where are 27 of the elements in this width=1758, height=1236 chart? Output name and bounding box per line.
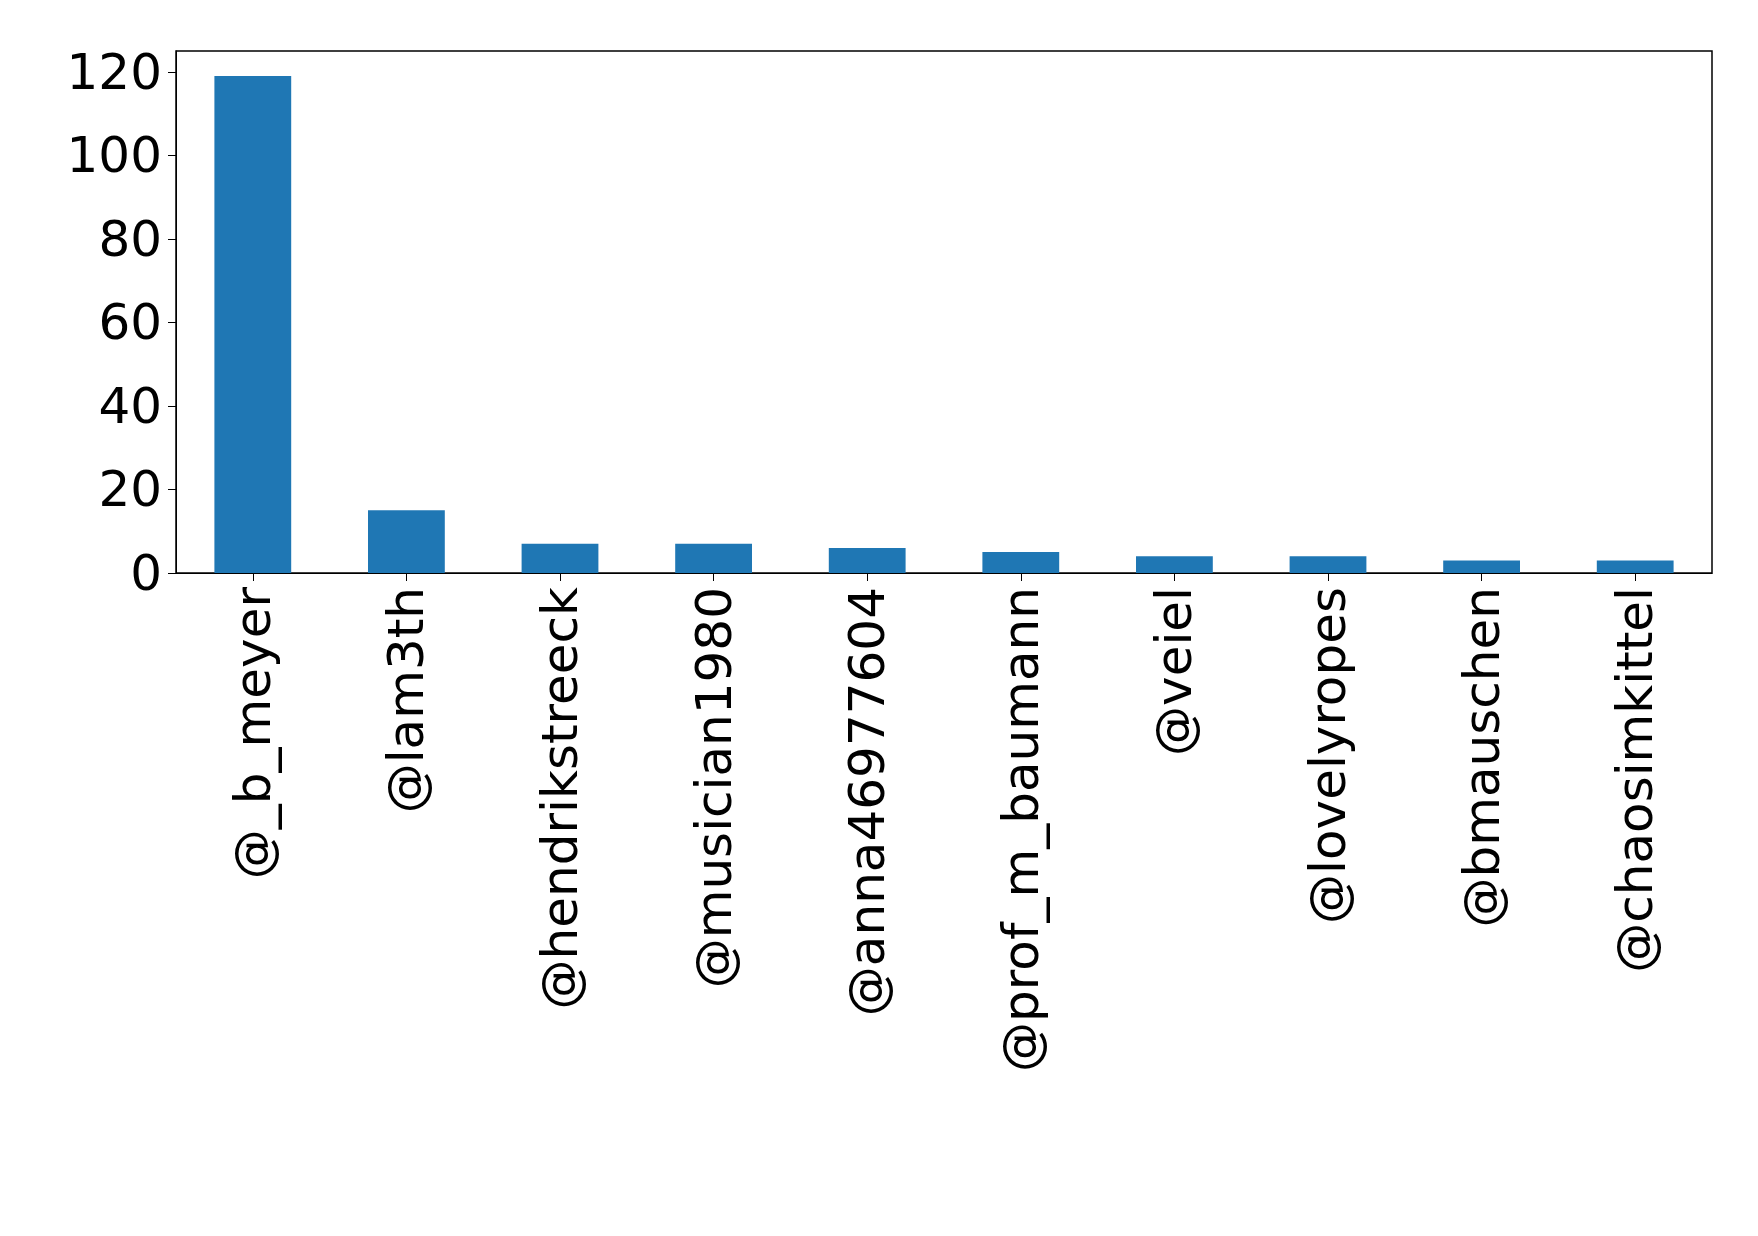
x-tick-label: @_b_meyer <box>223 586 282 880</box>
bar <box>368 510 445 573</box>
bar <box>521 543 599 573</box>
y-tick-label: 60 <box>98 293 162 352</box>
bar <box>214 76 292 573</box>
y-tick-label: 20 <box>98 460 162 519</box>
x-tick-label: @chaosimkittel <box>1606 587 1665 973</box>
y-tick-label: 80 <box>98 209 162 268</box>
x-tick-label: @hendrikstreeck <box>531 586 589 1010</box>
y-tick-label: 0 <box>130 544 162 602</box>
x-tick-label: @prof_m_baumann <box>991 587 1050 1072</box>
y-tick-label: 120 <box>66 42 162 101</box>
x-tick-label: @bmauschen <box>1452 587 1511 928</box>
bar <box>982 552 1060 573</box>
x-tick-label: @lam3th <box>377 587 436 814</box>
bar <box>1596 560 1674 573</box>
y-tick-label: 100 <box>66 126 162 185</box>
bar <box>1289 556 1367 573</box>
x-tick-label: @lovelyropes <box>1299 587 1357 924</box>
bar <box>828 547 906 573</box>
bar <box>1136 556 1213 573</box>
bar <box>675 543 752 573</box>
x-tick-label: @veiel <box>1145 587 1204 756</box>
x-tick-label: @musician1980 <box>684 587 743 989</box>
bar <box>1443 560 1520 573</box>
x-tick-label: @anna46977604 <box>838 587 897 1017</box>
y-tick-label: 40 <box>98 376 162 435</box>
